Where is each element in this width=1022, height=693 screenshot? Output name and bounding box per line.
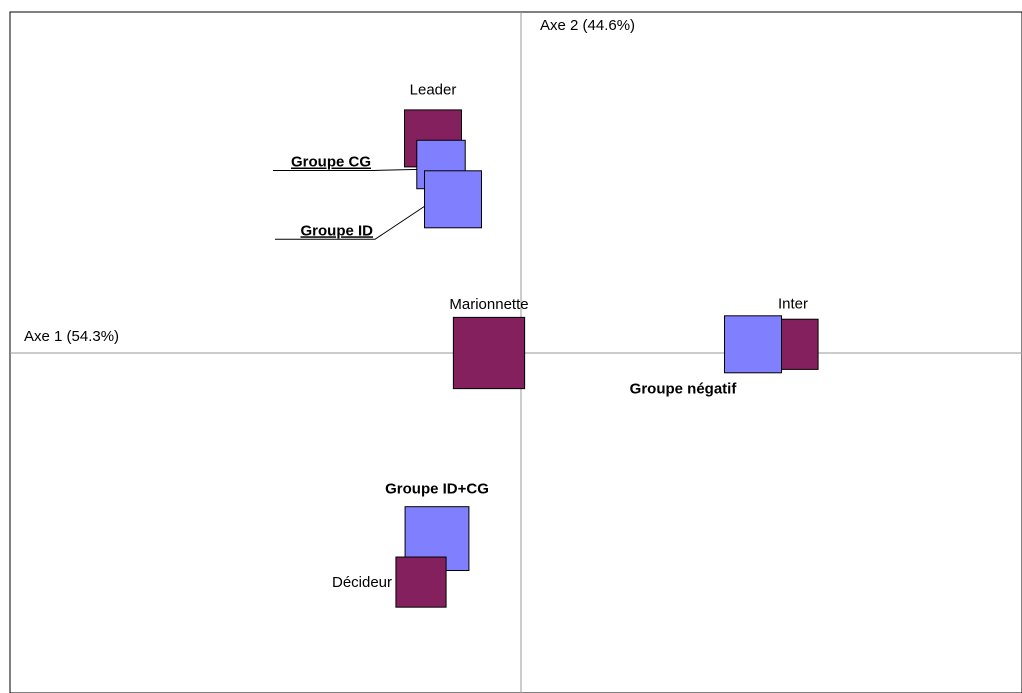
leader-line-groupe-cg: [273, 168, 419, 171]
label-groupe-id: Groupe ID: [300, 222, 373, 239]
point-d-cideur: [395, 556, 447, 608]
label-groupe-n-gatif: Groupe négatif: [630, 380, 738, 397]
leader-lines: [273, 168, 427, 240]
label-inter: Inter: [778, 295, 808, 312]
point-labels: Leader Groupe CG Groupe ID Marionnette Inter…: [291, 81, 808, 591]
label-leader: Leader: [410, 81, 457, 98]
label-groupe-cg: Groupe CG: [291, 154, 371, 171]
y-axis-label: Axe 2 (44.6%): [540, 17, 635, 34]
label-d-cideur: Décideur: [332, 574, 392, 591]
point-groupe-id: [424, 170, 482, 229]
data-points: [395, 109, 819, 608]
leader-line-groupe-id: [275, 204, 427, 240]
point-groupe-n-gatif: [724, 315, 782, 374]
x-axis-label: Axe 1 (54.3%): [24, 328, 119, 345]
point-marionnette: [452, 316, 526, 390]
label-groupe-id-cg: Groupe ID+CG: [385, 481, 489, 498]
label-marionnette: Marionnette: [449, 296, 528, 313]
